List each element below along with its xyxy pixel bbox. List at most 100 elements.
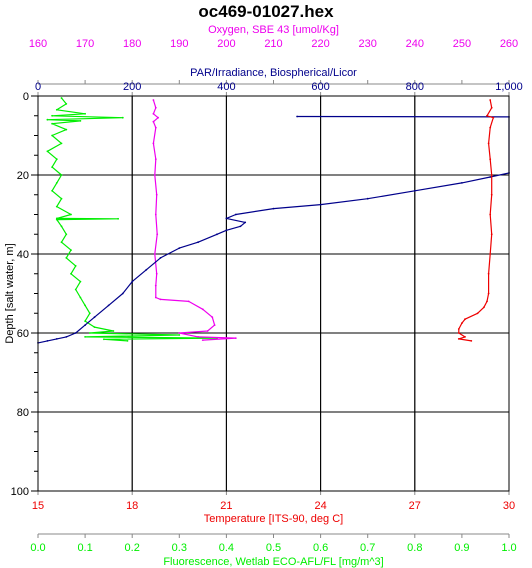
x-tick-label-oxygen: 220 <box>311 38 329 50</box>
data-point-oxygen <box>213 324 216 326</box>
data-point-fluorescence <box>55 108 58 111</box>
data-point-temperature <box>490 233 493 236</box>
x-tick-label-fluorescence: 0.6 <box>313 542 328 554</box>
data-point-oxygen <box>156 233 159 236</box>
data-point-oxygen <box>206 330 209 332</box>
x-tick-label-temperature: 24 <box>314 500 326 512</box>
data-point-fluorescence <box>46 118 49 121</box>
data-point-temperature <box>457 338 460 340</box>
x-tick-label-fluorescence: 0.9 <box>454 542 469 554</box>
data-point-par <box>131 280 134 283</box>
data-point-temperature <box>487 272 490 275</box>
data-point-oxygen <box>234 337 237 339</box>
data-point-temperature <box>476 312 479 315</box>
data-point-temperature <box>461 322 463 324</box>
data-point-fluorescence <box>84 320 86 322</box>
data-point-fluorescence <box>70 213 72 216</box>
data-point-fluorescence <box>60 241 63 244</box>
data-point-par <box>216 233 218 236</box>
data-point-oxygen <box>155 193 158 196</box>
data-point-fluorescence <box>65 233 68 236</box>
data-point-fluorescence <box>65 103 68 105</box>
data-point-fluorescence <box>79 296 82 299</box>
data-point-oxygen <box>152 142 155 145</box>
x-tick-label-par: 200 <box>123 81 141 93</box>
data-point-temperature <box>487 292 490 295</box>
data-point-fluorescence <box>51 114 53 117</box>
data-point-fluorescence <box>103 338 105 341</box>
data-point-fluorescence <box>51 122 53 125</box>
x-tick-label-oxygen: 200 <box>217 38 235 50</box>
data-point-oxygen <box>152 112 155 115</box>
data-point-fluorescence <box>112 330 115 332</box>
x-axis-label-par: PAR/Irradiance, Biospherical/Licor <box>190 67 357 79</box>
data-point-temperature <box>489 126 492 129</box>
data-point-fluorescence <box>65 257 68 259</box>
data-point-fluorescence <box>84 112 86 115</box>
data-point-temperature <box>489 158 492 161</box>
x-tick-label-fluorescence: 0.3 <box>172 542 187 554</box>
data-point-fluorescence <box>51 134 53 137</box>
data-point-par <box>225 217 228 220</box>
data-point-par <box>46 340 49 342</box>
data-point-temperature <box>487 142 490 145</box>
data-point-oxygen <box>154 126 157 129</box>
data-point-temperature <box>470 340 473 342</box>
y-tick-label: 100 <box>11 486 29 498</box>
data-point-fluorescence <box>60 142 63 145</box>
data-point-par <box>159 257 162 259</box>
data-point-temperature <box>457 332 460 334</box>
data-point-fluorescence <box>51 189 53 192</box>
data-point-oxygen <box>154 213 157 216</box>
x-tick-label-par: 800 <box>406 81 424 93</box>
data-point-fluorescence <box>46 150 49 153</box>
x-tick-label-oxygen: 160 <box>29 38 47 50</box>
data-point-fluorescence <box>60 97 63 99</box>
data-point-fluorescence <box>55 218 58 221</box>
data-point-oxygen <box>154 284 157 287</box>
data-series <box>37 97 510 344</box>
data-point-par <box>107 304 110 307</box>
data-point-par <box>239 225 242 228</box>
data-point-fluorescence <box>55 205 58 208</box>
data-point-fluorescence <box>60 174 63 176</box>
data-point-temperature <box>457 328 460 330</box>
data-point-temperature <box>464 336 466 338</box>
data-point-oxygen <box>201 308 204 311</box>
x-tick-label-oxygen: 180 <box>123 38 141 50</box>
data-point-temperature <box>492 116 495 119</box>
data-point-par <box>234 213 237 216</box>
data-point-fluorescence <box>55 182 58 184</box>
data-point-temperature <box>464 318 466 321</box>
x-tick-label-par: 0 <box>35 81 41 93</box>
data-point-fluorescence <box>79 120 82 122</box>
data-point-par <box>296 115 298 118</box>
data-point-fluorescence <box>74 265 77 267</box>
x-tick-label-oxygen: 240 <box>406 38 424 50</box>
chart-title: oc469-01027.hex <box>198 2 334 21</box>
y-axis-label: Depth [salt water, m] <box>4 243 16 343</box>
data-point-fluorescence <box>74 288 77 291</box>
y-tick-label: 0 <box>23 91 29 103</box>
x-tick-label-par: 600 <box>311 81 329 93</box>
data-point-fluorescence <box>70 272 72 275</box>
data-point-oxygen <box>154 158 157 161</box>
data-point-par <box>65 336 68 338</box>
y-tick-label: 40 <box>17 249 29 261</box>
data-point-fluorescence <box>178 334 181 336</box>
data-point-oxygen <box>152 99 155 101</box>
data-point-temperature <box>483 306 485 309</box>
series-line-par <box>37 115 510 344</box>
data-point-temperature <box>486 300 488 303</box>
data-point-oxygen <box>159 298 162 301</box>
data-point-fluorescence <box>126 340 129 342</box>
data-point-fluorescence <box>88 312 91 315</box>
data-point-oxygen <box>201 339 204 341</box>
data-point-fluorescence <box>65 128 68 131</box>
data-point-temperature <box>490 193 493 196</box>
axes: 0 20 40 60 80 100 Depth [salt water, m] 160 170 1… <box>4 24 523 568</box>
data-point-par <box>178 247 181 250</box>
x-tick-label-fluorescence: 0.1 <box>77 542 92 554</box>
data-point-fluorescence <box>70 249 72 252</box>
data-point-temperature <box>489 213 492 216</box>
